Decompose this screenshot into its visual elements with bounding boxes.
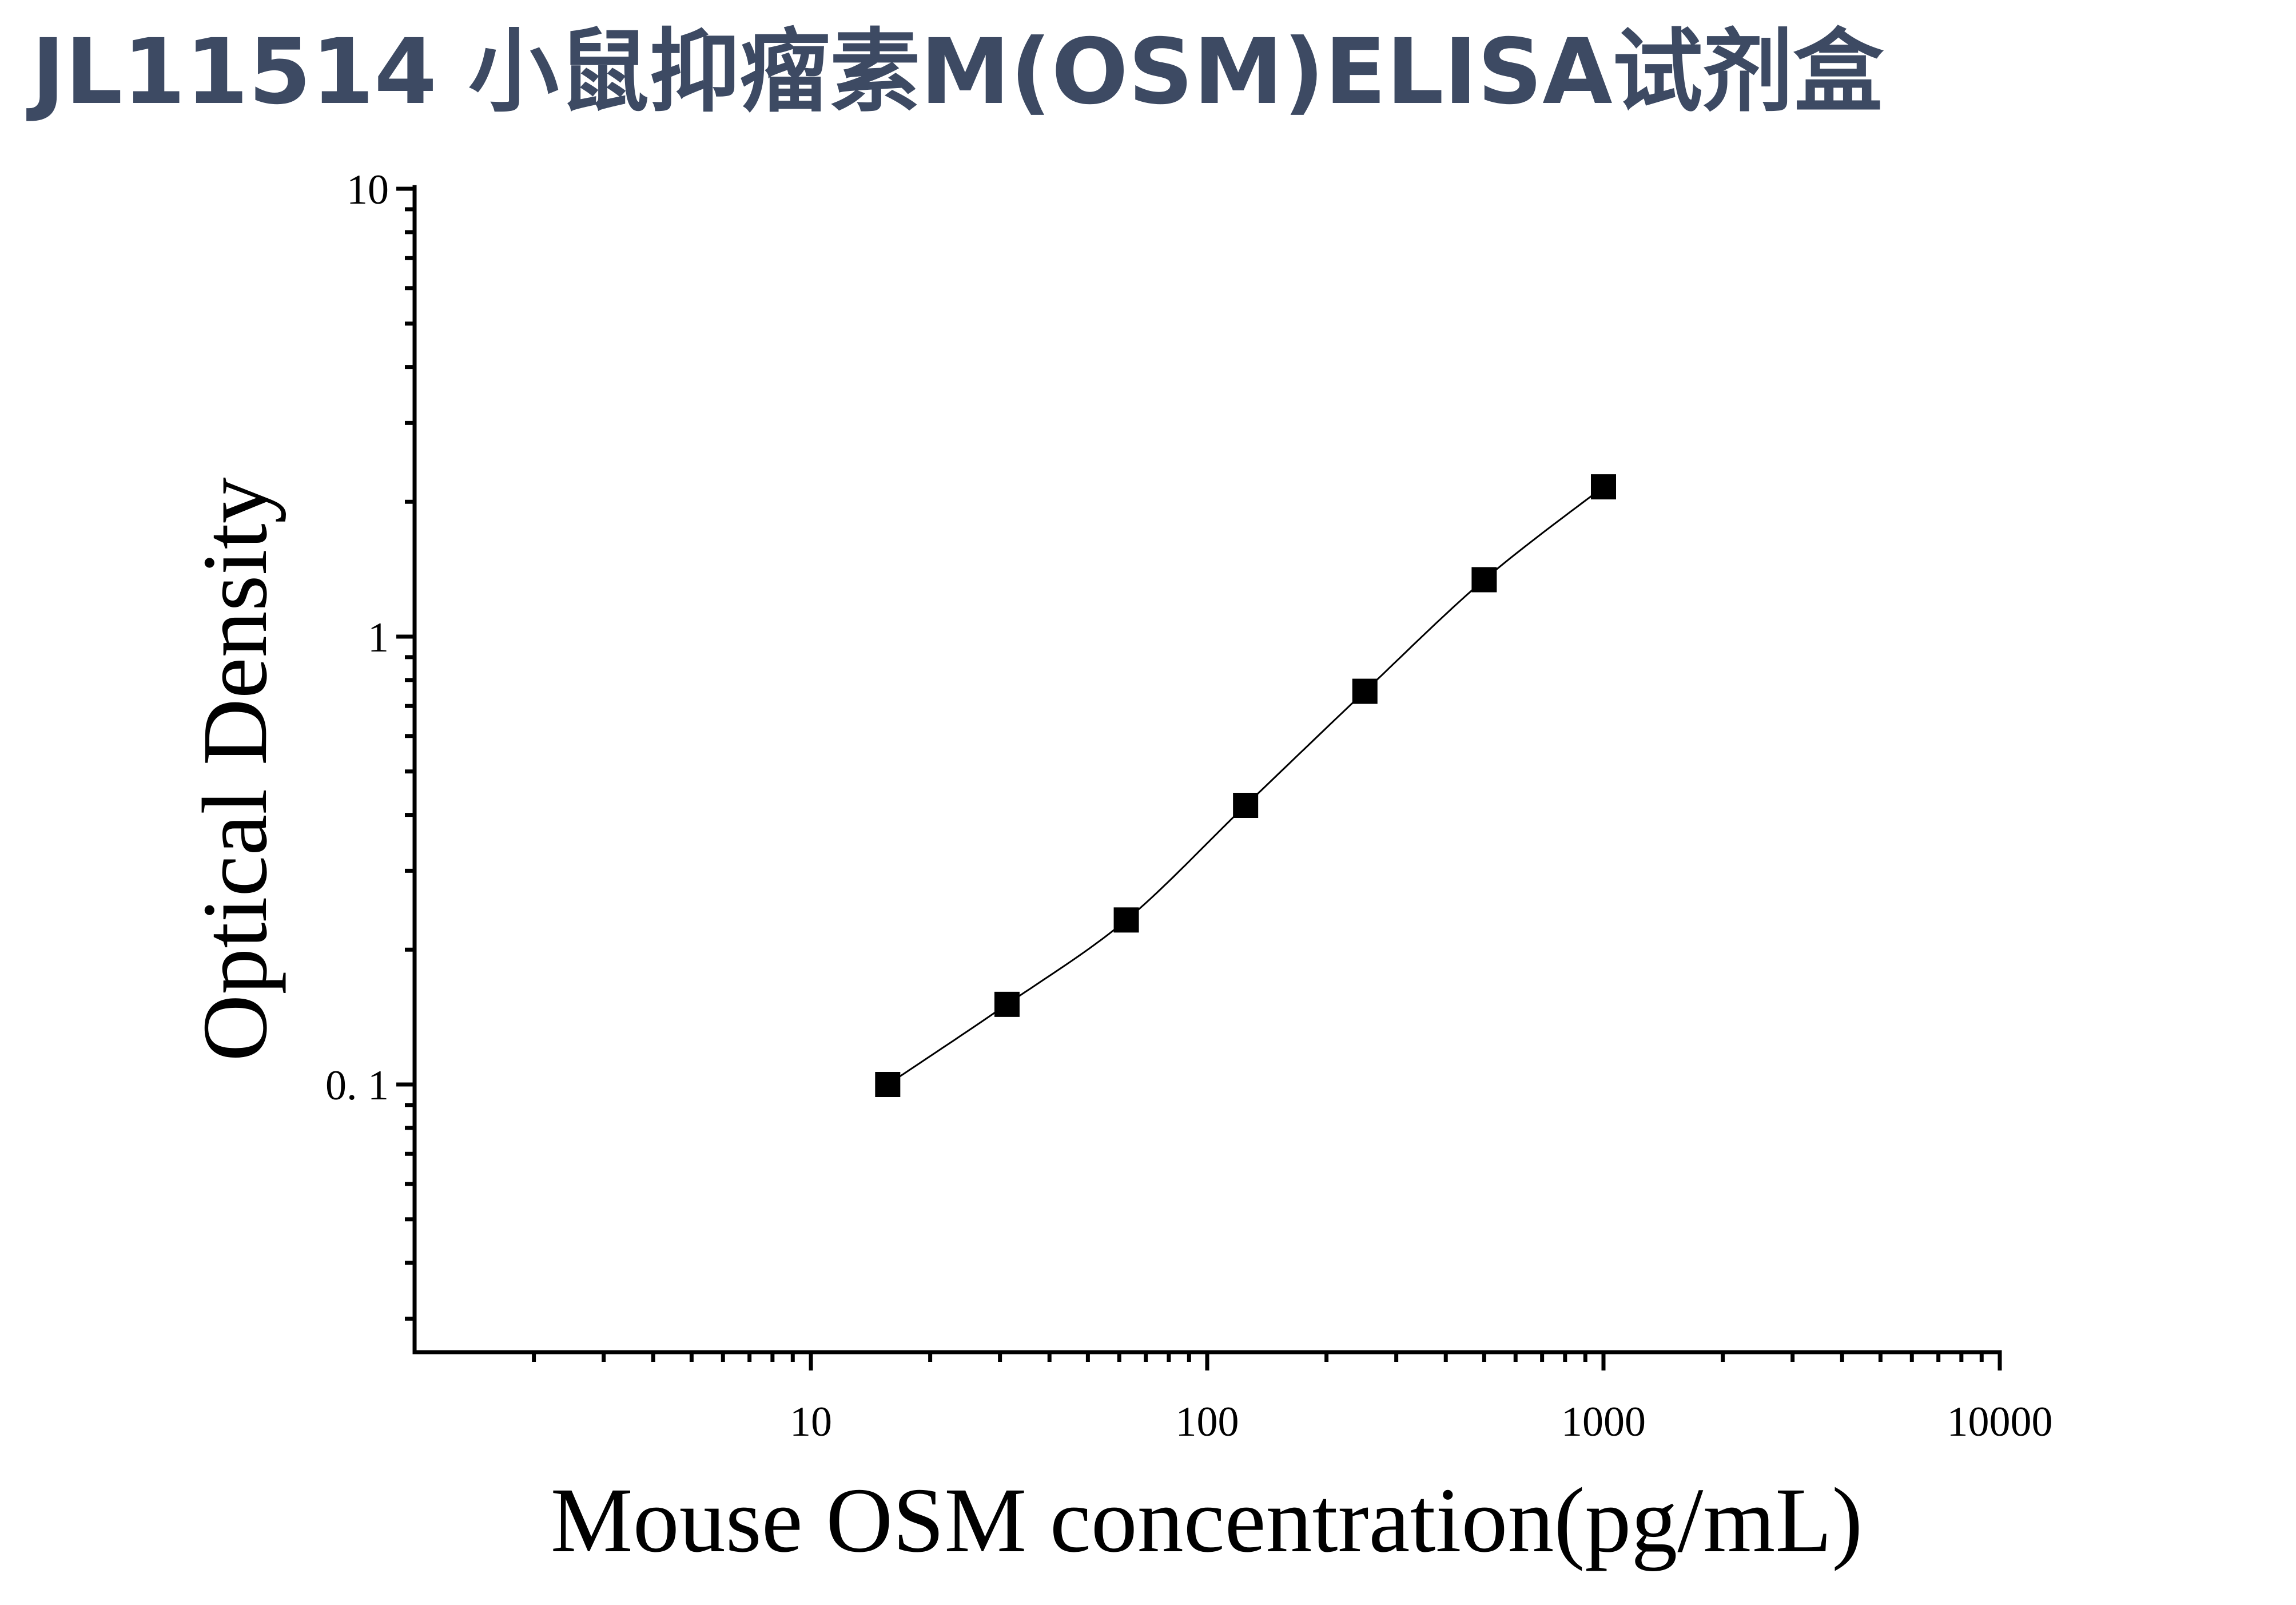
y-tick-label: 0. 1 [325,1062,389,1109]
data-point-marker [1233,792,1259,818]
data-point-marker [1471,567,1497,593]
data-point-marker [1352,678,1378,704]
x-tick-label: 100 [1176,1399,1239,1445]
data-point-marker [994,991,1020,1017]
x-tick-label: 10 [790,1399,832,1445]
x-tick-label: 10000 [1947,1399,2053,1445]
page-title: JL11514 小鼠抑瘤素M(OSM)ELISA试剂盒 [31,19,1884,125]
data-point-marker [875,1072,901,1097]
y-tick-label: 1 [368,614,389,661]
y-tick-label: 10 [347,166,389,213]
axes: 10 100 1000 10000 0. 1 1 10 [325,166,2053,1445]
data-point-marker [1591,474,1616,500]
data-point-marker [1113,907,1139,933]
x-axis-title: Mouse OSM concentration(pg/mL) [551,1469,1863,1572]
data-points [875,474,1616,1097]
y-axis-title: Optical Density [184,477,286,1061]
x-tick-label: 1000 [1561,1399,1646,1445]
